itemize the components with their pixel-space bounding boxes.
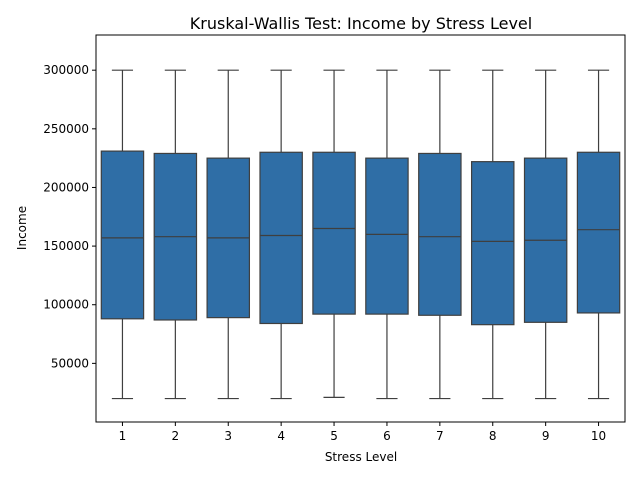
y-axis: 50000 100000 150000 200000 250000 300000	[43, 63, 96, 370]
x-tick-label: 8	[489, 429, 497, 443]
chart-title: Kruskal-Wallis Test: Income by Stress Le…	[190, 14, 532, 33]
x-tick-label: 7	[436, 429, 444, 443]
plot-area	[100, 69, 621, 400]
y-tick-label: 300000	[43, 63, 89, 77]
y-tick-label: 50000	[51, 356, 89, 370]
x-tick-label: 6	[383, 429, 391, 443]
iqr-box	[365, 157, 409, 315]
y-tick-label: 200000	[43, 180, 89, 194]
iqr-box	[418, 152, 462, 316]
x-tick-label: 2	[172, 429, 180, 443]
box-group-3	[206, 69, 251, 400]
x-axis: 1 2 3 4 5 6 7 8 9 10	[119, 422, 606, 443]
box-group-5	[312, 69, 356, 398]
iqr-box	[470, 161, 515, 326]
plot-frame	[95, 34, 626, 423]
box-group-2	[153, 69, 198, 400]
y-tick-label: 150000	[43, 239, 89, 253]
x-tick-label: 3	[224, 429, 232, 443]
box-group-1	[100, 69, 145, 400]
iqr-box	[576, 151, 621, 314]
y-axis-label: Income	[15, 206, 29, 250]
y-tick-label: 250000	[43, 122, 89, 136]
iqr-box	[100, 150, 145, 320]
iqr-box	[312, 151, 356, 315]
x-tick-label: 10	[591, 429, 606, 443]
box-group-8	[470, 69, 515, 400]
box-group-6	[365, 69, 409, 400]
x-tick-label: 9	[542, 429, 550, 443]
x-axis-label: Stress Level	[325, 450, 397, 464]
y-tick-label: 100000	[43, 298, 89, 312]
iqr-box	[259, 151, 303, 325]
x-tick-label: 5	[330, 429, 338, 443]
box-group-9	[523, 69, 568, 400]
x-tick-label: 4	[277, 429, 285, 443]
box-group-7	[418, 69, 462, 400]
x-tick-label: 1	[119, 429, 127, 443]
box-group-4	[259, 69, 303, 400]
box-group-10	[576, 69, 621, 400]
